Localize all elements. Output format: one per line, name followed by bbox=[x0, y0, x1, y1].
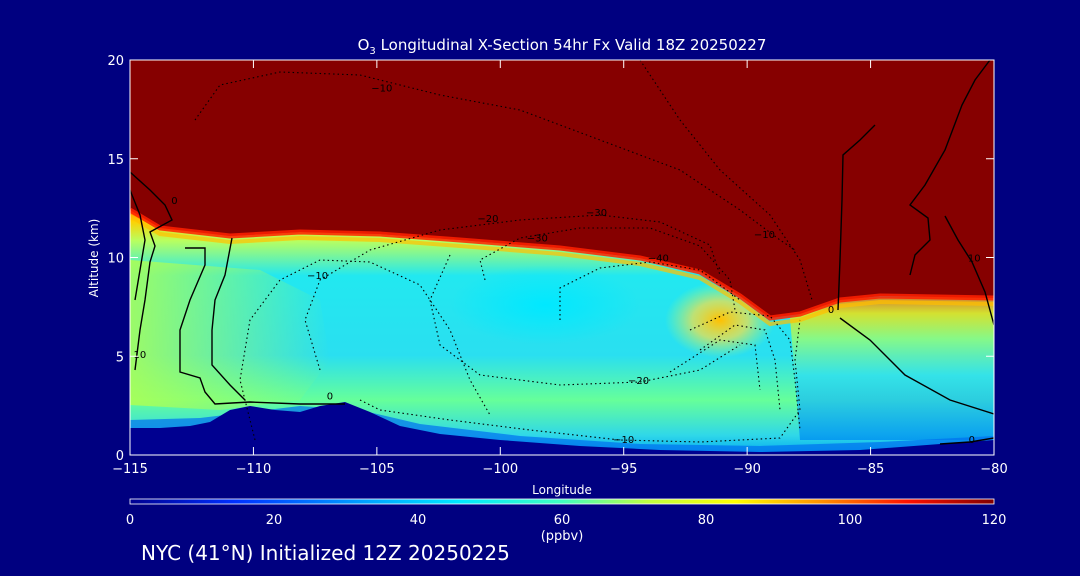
contour-label: −10 bbox=[754, 230, 775, 241]
contour-label: 0 bbox=[327, 392, 333, 403]
contour-zero-center bbox=[179, 247, 345, 405]
y-tick-label: 0 bbox=[116, 449, 124, 464]
colorbar-unit: (ppbv) bbox=[541, 529, 584, 544]
stratosphere-region bbox=[130, 60, 994, 318]
contour-label: −30 bbox=[586, 208, 607, 219]
colorbar-tick-label: 40 bbox=[410, 513, 427, 528]
colorbar-tick-label: 100 bbox=[838, 513, 863, 528]
y-axis: 0 5 10 15 20 bbox=[107, 54, 994, 464]
x-axis: −115 −110 −105 −100 −95 −90 −85 −80 bbox=[112, 60, 1008, 477]
contour-zero-bottom-right bbox=[939, 437, 994, 445]
colorbar-tick-label: 120 bbox=[982, 513, 1007, 528]
x-tick-label: −95 bbox=[610, 462, 637, 477]
contour-label: −10 bbox=[613, 435, 634, 446]
contour-labels: −10 −20 −30 −30 −40 −10 −10 −20 −10 0 0 0 10 10 0 bbox=[134, 84, 981, 447]
contour-label: 10 bbox=[968, 253, 981, 264]
dotted-contours bbox=[194, 60, 813, 443]
x-tick-label: −110 bbox=[236, 462, 272, 477]
title-prefix: O bbox=[358, 36, 370, 54]
title-subscript: 3 bbox=[369, 46, 375, 57]
right-troposphere bbox=[790, 296, 994, 440]
x-tick-label: −100 bbox=[482, 462, 518, 477]
contour-zero-mid bbox=[211, 237, 246, 401]
x-tick-label: −85 bbox=[857, 462, 884, 477]
contour-label: 0 bbox=[828, 305, 834, 316]
colorbar-tick-label: 60 bbox=[554, 513, 571, 528]
y-tick-label: 5 bbox=[116, 350, 124, 365]
fold-contour-c bbox=[669, 339, 761, 391]
x-tick-label: −90 bbox=[733, 462, 760, 477]
fold-contour-a bbox=[689, 311, 801, 431]
y-tick-label: 20 bbox=[107, 54, 124, 69]
title-rest: Longitudinal X-Section 54hr Fx Valid 18Z… bbox=[376, 36, 767, 54]
ozone-field: −10 −20 −30 −30 −40 −10 −10 −20 −10 0 0 0 10 10 0 bbox=[130, 60, 994, 455]
neg20-contour-lower bbox=[429, 254, 741, 386]
colorbar bbox=[129, 498, 995, 505]
colorbar-tick-label: 80 bbox=[698, 513, 715, 528]
contour-label: −10 bbox=[371, 84, 392, 95]
chart-title: O3 Longitudinal X-Section 54hr Fx Valid … bbox=[358, 36, 767, 57]
contour-label: −20 bbox=[628, 376, 649, 387]
x-tick-label: −105 bbox=[359, 462, 395, 477]
contour-label: −30 bbox=[527, 234, 548, 245]
x-axis-title: Longitude bbox=[532, 483, 592, 497]
contour-label: −10 bbox=[307, 271, 328, 282]
colorbar-tick-label: 0 bbox=[126, 513, 134, 528]
terrain bbox=[130, 402, 994, 455]
contour-label: −40 bbox=[648, 253, 669, 264]
contour-label: 0 bbox=[171, 196, 177, 207]
contour-ten-right bbox=[839, 317, 994, 415]
contour-label: 0 bbox=[969, 435, 975, 446]
neg10-contour-upper bbox=[194, 71, 796, 251]
y-tick-label: 15 bbox=[107, 153, 124, 168]
x-tick-label: −115 bbox=[112, 462, 148, 477]
tropopause-edge-inner bbox=[130, 214, 994, 327]
contour-zero-right2 bbox=[909, 60, 991, 276]
colorbar-tick-label: 20 bbox=[266, 513, 283, 528]
neg20-contour bbox=[304, 214, 721, 371]
contour-label: 10 bbox=[134, 350, 147, 361]
y-tick-label: 10 bbox=[107, 252, 124, 267]
low-ozone-core bbox=[450, 265, 640, 345]
tropopause-edge bbox=[130, 207, 994, 321]
x-tick-label: −80 bbox=[980, 462, 1007, 477]
contour-label: −20 bbox=[477, 214, 498, 225]
y-axis-title: Altitude (km) bbox=[87, 219, 101, 298]
contour-ten-left bbox=[130, 189, 146, 301]
fold-contour-b bbox=[699, 324, 781, 411]
solid-contours bbox=[130, 60, 994, 445]
contour-zero-left bbox=[130, 171, 173, 371]
footer-caption: NYC (41°N) Initialized 12Z 20250225 bbox=[141, 541, 510, 565]
colorbar-ticks: 0 20 40 60 80 100 120 bbox=[126, 513, 1007, 528]
contour-zero-right bbox=[837, 124, 876, 311]
contour-ten-right2 bbox=[944, 215, 994, 326]
neg30-contour bbox=[479, 227, 736, 311]
